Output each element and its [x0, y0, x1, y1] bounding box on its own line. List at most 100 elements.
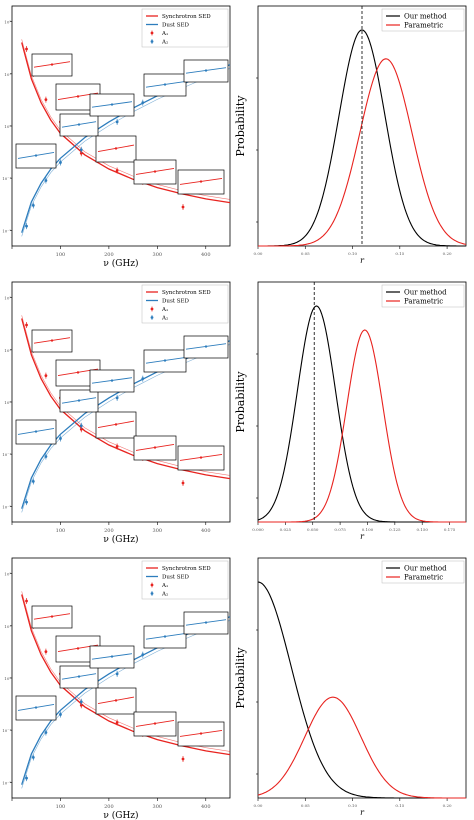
- a1-point: [79, 427, 83, 431]
- y-axis-label: Probability: [234, 647, 247, 709]
- x-tick-label: 400: [201, 804, 211, 810]
- zoom-inset-point: [199, 180, 203, 183]
- sed-panel-3: 100 200 300 400 10⁻² 10⁻¹ 10⁰ 10¹ 10² ν (GHz) Sync…: [2, 557, 231, 820]
- a2-point: [141, 101, 145, 105]
- legend-box: [381, 8, 465, 32]
- x-tick-label: 0.100: [362, 527, 374, 532]
- a1-point: [181, 205, 185, 209]
- a2-point: [44, 455, 48, 458]
- legend-label: Dust SED: [162, 575, 190, 581]
- a2-point: [79, 424, 83, 428]
- legend-label: A₂: [161, 316, 168, 322]
- legend-box: [141, 284, 229, 324]
- a1-point: [181, 757, 185, 761]
- a2-point: [141, 377, 145, 381]
- x-tick-label: 300: [153, 528, 163, 534]
- x-tick-label: 200: [104, 528, 114, 534]
- x-tick-label: 200: [104, 252, 114, 258]
- legend-label: Parametric: [404, 22, 443, 30]
- a2-point: [59, 161, 62, 164]
- legend-marker: [150, 31, 154, 35]
- a2-point: [25, 500, 28, 504]
- zoom-inset-point: [76, 647, 80, 650]
- y-tick-label: 10⁻¹: [2, 176, 11, 181]
- zoom-inset-point: [204, 69, 208, 72]
- x-axis-label: r: [360, 256, 365, 265]
- zoom-inset-point: [153, 722, 157, 725]
- a1-point: [181, 481, 185, 485]
- probability-panel-3: 0.00 0.05 0.10 0.15 0.20 r Probability Our meth…: [234, 557, 467, 817]
- x-tick-label: 0.05: [301, 251, 310, 256]
- legend-label: Dust SED: [162, 23, 190, 29]
- legend-label: Synchrotron SED: [162, 290, 211, 296]
- zoom-inset-point: [34, 706, 38, 709]
- legend-label: Dust SED: [162, 299, 190, 305]
- y-tick-label: 10¹: [4, 624, 11, 629]
- x-tick-label: 100: [56, 528, 66, 534]
- parametric-curve: [258, 329, 466, 523]
- zoom-inset-point: [114, 699, 118, 702]
- x-tick-label: 0.000: [252, 527, 264, 532]
- x-axis-label: r: [360, 532, 365, 541]
- a2-point: [31, 204, 35, 207]
- zoom-inset-point: [163, 359, 167, 362]
- zoom-inset-point: [199, 732, 203, 735]
- y-tick-label: 10²: [4, 20, 11, 25]
- y-tick-label: 10⁻²: [2, 504, 11, 509]
- a1-point: [44, 374, 48, 378]
- x-tick-label: 0.150: [416, 527, 428, 532]
- our-method-curve: [257, 305, 466, 523]
- x-tick-label: 0.075: [334, 527, 346, 532]
- x-tick-label: 0.00: [254, 803, 263, 808]
- zoom-inset-point: [163, 635, 167, 638]
- zoom-inset-point: [110, 379, 114, 382]
- x-tick-label: 0.175: [444, 527, 456, 532]
- legend-box: [381, 284, 465, 308]
- x-tick-label: 0.20: [443, 251, 452, 256]
- a1-point: [25, 323, 28, 327]
- legend-label: Our method: [404, 13, 447, 21]
- y-tick-label: 10¹: [4, 72, 11, 77]
- y-tick-label: 10⁻²: [2, 228, 11, 233]
- a2-point: [115, 120, 119, 124]
- zoom-inset-point: [76, 371, 80, 374]
- a1-point: [79, 703, 83, 707]
- y-tick-label: 10⁰: [4, 676, 11, 681]
- legend-label: Our method: [404, 289, 447, 297]
- a2-point: [59, 437, 62, 440]
- x-tick-label: 0.00: [254, 251, 263, 256]
- legend-label: Our method: [404, 565, 447, 573]
- sed-panel-2: 100 200 300 400 10⁻² 10⁻¹ 10⁰ 10¹ 10² ν (GHz) Sync…: [2, 281, 231, 545]
- a1-point: [25, 47, 28, 51]
- a1-point: [115, 721, 119, 724]
- zoom-inset-point: [34, 154, 38, 157]
- a1-point: [44, 650, 48, 654]
- y-tick-label: 10⁻²: [2, 780, 11, 785]
- a1-point: [44, 98, 48, 102]
- x-tick-label: 400: [201, 252, 211, 258]
- legend-label: Parametric: [404, 298, 443, 306]
- legend-marker: [150, 316, 154, 319]
- zoom-inset-point: [34, 430, 38, 433]
- legend-box: [141, 560, 229, 600]
- y-axis-label: Probability: [234, 95, 247, 157]
- plot-frame: [257, 557, 467, 799]
- y-tick-label: 10¹: [4, 348, 11, 353]
- zoom-inset-point: [163, 83, 167, 86]
- x-tick-label: 300: [153, 252, 163, 258]
- zoom-inset-point: [204, 621, 208, 624]
- a1-point: [79, 151, 83, 155]
- zoom-inset-point: [114, 423, 118, 426]
- a2-point: [79, 148, 83, 152]
- zoom-inset-point: [50, 339, 54, 342]
- zoom-inset-point: [204, 345, 208, 348]
- legend-label: A₁: [161, 31, 168, 37]
- zoom-inset-point: [77, 399, 81, 402]
- y-tick-label: 10⁻¹: [2, 728, 11, 733]
- y-tick-label: 10⁰: [4, 124, 11, 129]
- x-tick-label: 100: [56, 804, 66, 810]
- a2-point: [115, 672, 119, 676]
- zoom-inset-point: [110, 103, 114, 106]
- zoom-inset-point: [110, 655, 114, 658]
